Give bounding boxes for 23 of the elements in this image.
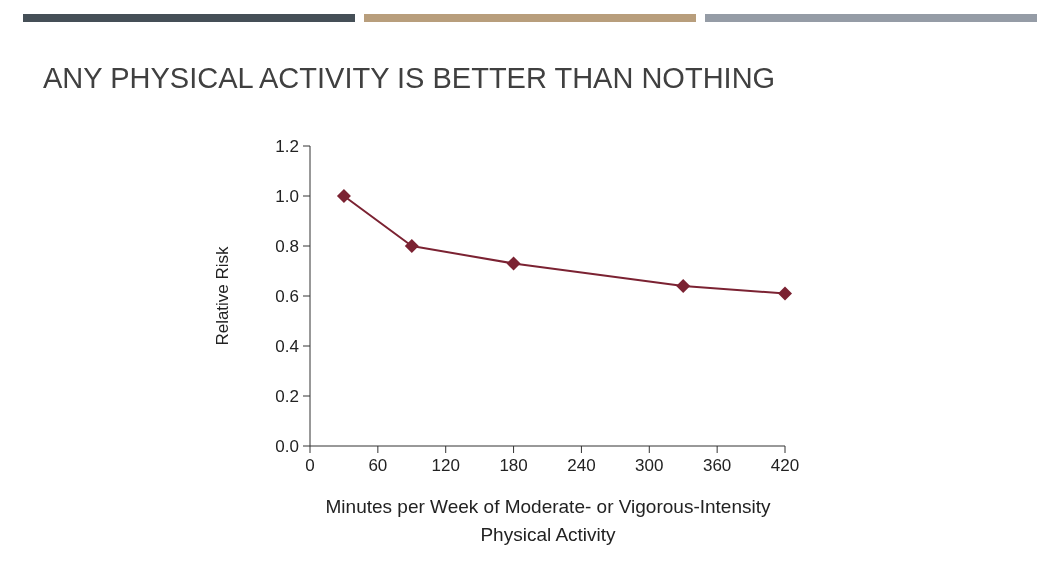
x-tick-label: 120 [431,456,460,476]
point [676,279,691,293]
y-tick-label: 0.0 [275,437,299,457]
point [404,239,419,253]
point [506,256,521,271]
chart-title: ANY PHYSICAL ACTIVITY IS BETTER THAN NOTHING [43,62,776,95]
y-tick-label: 0.6 [275,287,299,307]
x-tick-label: 420 [770,456,800,476]
y-tick-label: 0.8 [275,237,299,257]
x-tick-label: 300 [635,456,664,476]
y-tick-label: 1.0 [275,187,299,207]
point [336,189,351,203]
y-tick-label: 0.2 [275,387,299,407]
x-tick-label: 0 [305,456,315,476]
x-tick-label: 360 [702,456,732,476]
x-tick-label: 60 [368,456,388,476]
y-axis-title: Relative Risk [213,245,233,346]
x-tick-label: 240 [567,456,596,476]
y-tick-label: 0.4 [275,337,299,357]
x-axis-title: Minutes per Week of Moderate- or Vigorous-Intensity Physical Activity [324,495,772,547]
y-tick-label: 1.2 [275,137,299,157]
x-tick-label: 180 [499,456,528,476]
point [778,286,792,301]
